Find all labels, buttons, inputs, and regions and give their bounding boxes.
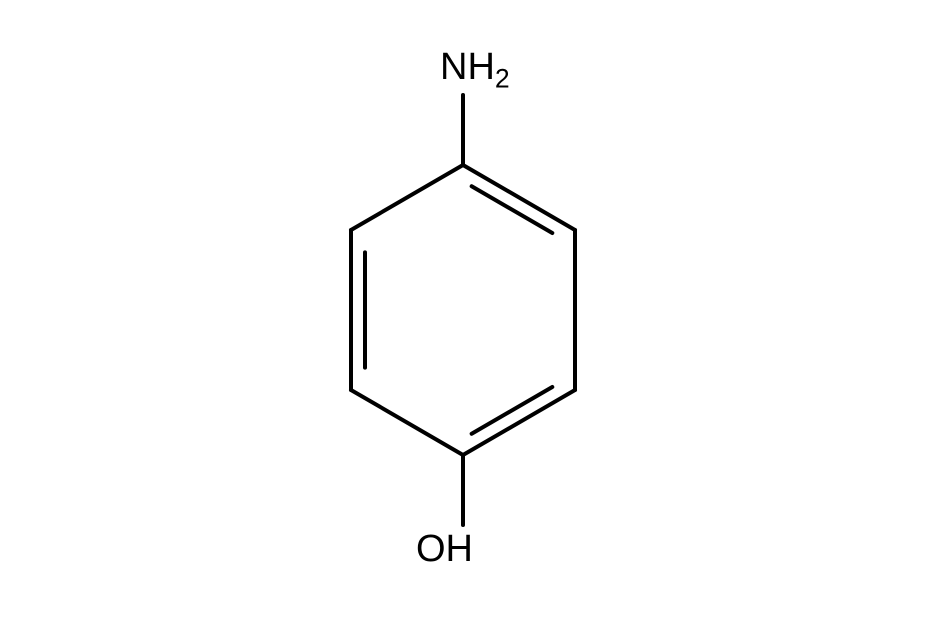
molecule-svg: [0, 0, 927, 619]
structure-canvas: NH2 OH: [0, 0, 927, 619]
amino-group-label: NH2: [440, 48, 510, 86]
hydroxyl-group-label: OH: [416, 530, 473, 568]
